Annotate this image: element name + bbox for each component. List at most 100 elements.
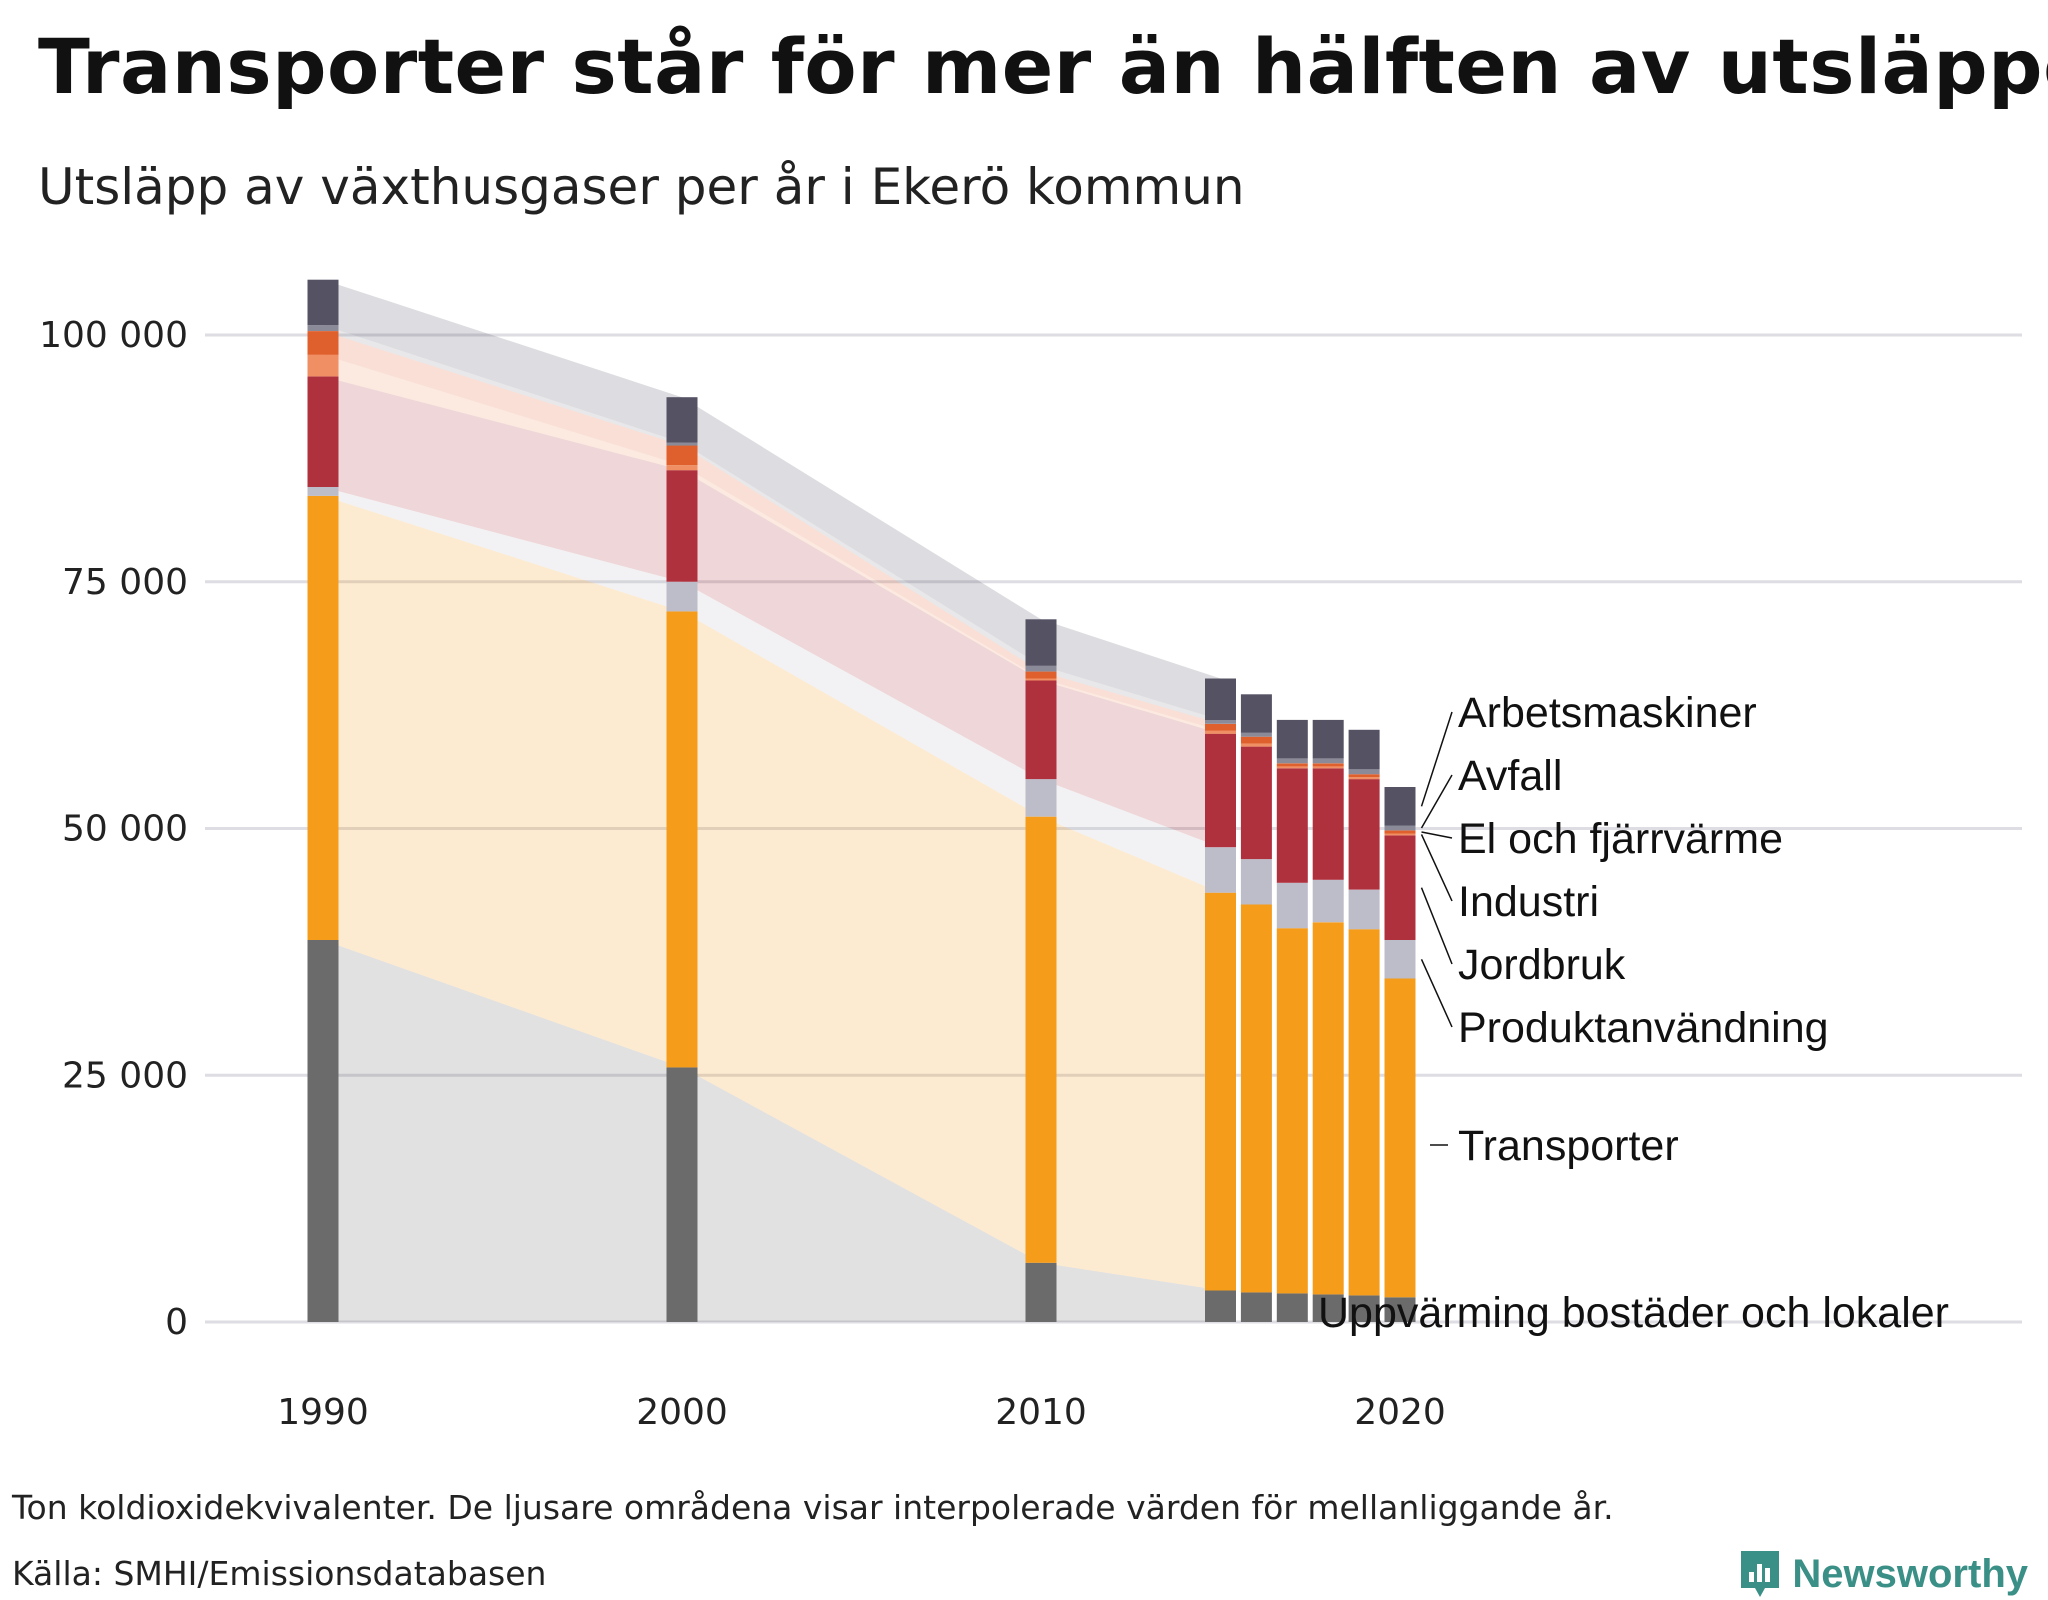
bar-produktanvandning-2020 xyxy=(1384,940,1416,979)
series-label-transporter: Transporter xyxy=(1458,1122,1679,1170)
bar-uppvarming-bostader-och-lokaler-2019 xyxy=(1348,1295,1380,1322)
bar-avfall-2020 xyxy=(1384,825,1416,831)
bar-produktanvandning-2017 xyxy=(1276,882,1308,929)
bar-jordbruk-2017 xyxy=(1276,768,1308,883)
series-label-jordbruk: Jordbruk xyxy=(1458,941,1626,989)
bar-el-och-fjarrvarme-2016 xyxy=(1240,736,1272,744)
bar-arbetsmaskiner-2000 xyxy=(666,397,698,443)
bar-industri-2020 xyxy=(1384,833,1416,836)
bar-uppvarming-bostader-och-lokaler-2017 xyxy=(1276,1293,1308,1322)
footnote: Ton koldioxidekvivalenter. De ljusare om… xyxy=(12,1488,1614,1527)
series-label-uppvarming-bostader-och-lokaler: Uppvärming bostäder och lokaler xyxy=(1318,1289,1949,1337)
bar-arbetsmaskiner-2019 xyxy=(1348,729,1380,770)
x-tick-label: 1990 xyxy=(277,1392,369,1433)
chart-title: Transporter står för mer än hälften av u… xyxy=(38,22,2048,111)
brand-name: Newsworthy xyxy=(1792,1551,2028,1596)
bar-produktanvandning-2016 xyxy=(1240,859,1272,905)
y-tick-label: 25 000 xyxy=(62,1055,188,1096)
bar-produktanvandning-2000 xyxy=(666,581,698,612)
x-tick-label: 2000 xyxy=(636,1392,728,1433)
bar-arbetsmaskiner-2015 xyxy=(1205,678,1236,720)
bar-avfall-2018 xyxy=(1312,758,1344,764)
bar-avfall-2015 xyxy=(1205,719,1236,724)
bar-el-och-fjarrvarme-2018 xyxy=(1312,763,1344,767)
leader-line xyxy=(1420,887,1453,965)
gridlines xyxy=(205,333,2022,1324)
bar-transporter-2019 xyxy=(1348,929,1380,1296)
bar-transporter-1990 xyxy=(307,495,339,940)
brand-logo: Newsworthy xyxy=(1738,1548,2028,1600)
area-industri xyxy=(323,354,1221,734)
bar-jordbruk-2015 xyxy=(1205,733,1236,848)
bar-arbetsmaskiner-1990 xyxy=(307,279,339,326)
bar-avfall-2010 xyxy=(1025,665,1057,672)
series-label-el-och-fjarrvarme: El och fjärrvärme xyxy=(1458,815,1783,863)
area-produktanvandning xyxy=(323,487,1221,893)
bar-arbetsmaskiner-2018 xyxy=(1312,719,1344,759)
chart-subtitle: Utsläpp av växthusgaser per år i Ekerö k… xyxy=(38,158,1245,216)
source-text: Källa: SMHI/Emissionsdatabasen xyxy=(12,1554,547,1593)
x-tick-label: 2020 xyxy=(1354,1392,1446,1433)
bar-industri-2016 xyxy=(1240,743,1272,747)
bar-transporter-2018 xyxy=(1312,922,1344,1295)
bar-avfall-2019 xyxy=(1348,769,1380,775)
bar-transporter-2017 xyxy=(1276,928,1308,1294)
bar-arbetsmaskiner-2017 xyxy=(1276,719,1308,759)
series-label-produktanvandning: Produktanvändning xyxy=(1458,1004,1829,1052)
bar-uppvarming-bostader-och-lokaler-2015 xyxy=(1205,1290,1236,1322)
bar-industri-2019 xyxy=(1348,777,1380,780)
bar-produktanvandning-2018 xyxy=(1312,879,1344,923)
leader-line xyxy=(1421,831,1453,839)
area-transporter xyxy=(323,495,1221,1291)
bar-el-och-fjarrvarme-2017 xyxy=(1276,763,1308,767)
bar-transporter-2016 xyxy=(1240,904,1272,1293)
y-tick-label: 75 000 xyxy=(62,562,188,603)
bar-el-och-fjarrvarme-1990 xyxy=(307,331,339,355)
bar-arbetsmaskiner-2020 xyxy=(1384,787,1416,826)
bar-jordbruk-2018 xyxy=(1312,768,1344,880)
leader-line xyxy=(1420,711,1453,807)
bar-industri-2018 xyxy=(1312,766,1344,769)
bar-uppvarming-bostader-och-lokaler-2018 xyxy=(1312,1294,1344,1322)
bar-avfall-2016 xyxy=(1240,732,1272,737)
bar-jordbruk-2020 xyxy=(1384,835,1416,940)
series-label-arbetsmaskiner: Arbetsmaskiner xyxy=(1458,689,1757,737)
bar-transporter-2000 xyxy=(666,611,698,1068)
bar-industri-2000 xyxy=(666,465,698,471)
bars xyxy=(307,279,1416,1322)
series-label-avfall: Avfall xyxy=(1458,752,1562,800)
bar-uppvarming-bostader-och-lokaler-2000 xyxy=(666,1067,698,1322)
bar-arbetsmaskiner-2016 xyxy=(1240,694,1272,733)
bar-transporter-2015 xyxy=(1205,892,1236,1291)
bar-jordbruk-2016 xyxy=(1240,746,1272,860)
y-tick-label: 0 xyxy=(165,1302,188,1343)
area-jordbruk xyxy=(323,376,1221,848)
interpolated-areas xyxy=(323,279,1221,1322)
bar-uppvarming-bostader-och-lokaler-2016 xyxy=(1240,1292,1272,1322)
bar-industri-2015 xyxy=(1205,730,1236,734)
bar-el-och-fjarrvarme-2015 xyxy=(1205,723,1236,731)
y-tick-label: 100 000 xyxy=(39,315,188,356)
bar-transporter-2010 xyxy=(1025,816,1057,1263)
bar-industri-2017 xyxy=(1276,766,1308,769)
bar-el-och-fjarrvarme-2019 xyxy=(1348,774,1380,778)
bar-produktanvandning-2010 xyxy=(1025,779,1057,817)
bar-arbetsmaskiner-2010 xyxy=(1025,619,1057,666)
stacked-bar-chart: 0 25 000 50 000 75 000 100 000 1990 2000 2010 20… xyxy=(39,279,2022,1433)
newsworthy-logo-icon xyxy=(1741,1551,1780,1597)
y-tick-label: 50 000 xyxy=(62,809,188,850)
bar-transporter-2020 xyxy=(1384,978,1416,1298)
leader-line xyxy=(1420,834,1453,902)
area-arbetsmaskiner xyxy=(323,279,1221,720)
bar-jordbruk-2010 xyxy=(1025,680,1057,780)
bar-el-och-fjarrvarme-2000 xyxy=(666,445,698,466)
series-labels: Uppvärming bostäder och lokaler Transport… xyxy=(1318,689,1949,1337)
bar-uppvarming-bostader-och-lokaler-2010 xyxy=(1025,1262,1057,1322)
bar-avfall-2017 xyxy=(1276,758,1308,764)
bar-avfall-2000 xyxy=(666,442,698,446)
bar-industri-1990 xyxy=(307,354,339,377)
bar-jordbruk-2019 xyxy=(1348,779,1380,890)
series-label-industri: Industri xyxy=(1458,878,1599,926)
bar-avfall-1990 xyxy=(307,325,339,331)
leader-line xyxy=(1420,958,1453,1028)
